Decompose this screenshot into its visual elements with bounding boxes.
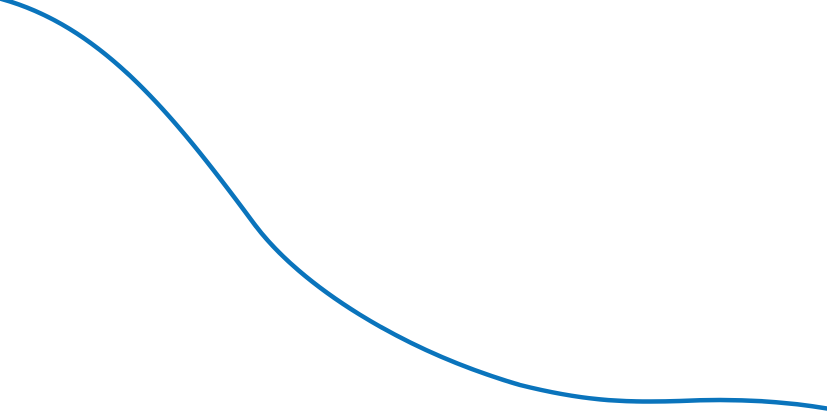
decorative-curve-canvas (0, 0, 827, 411)
decorative-curve (0, 0, 827, 411)
